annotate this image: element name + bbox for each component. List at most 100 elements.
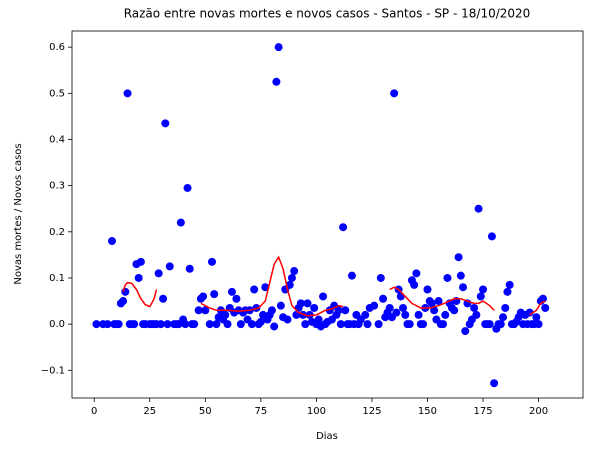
data-point: [283, 315, 292, 324]
data-point: [134, 273, 143, 282]
y-tick-label: 0.0: [49, 319, 65, 330]
data-point: [399, 303, 408, 312]
y-tick-label: 0.2: [49, 227, 65, 238]
data-point: [392, 308, 401, 317]
data-point: [525, 308, 534, 317]
data-point: [385, 303, 394, 312]
data-point: [121, 287, 130, 296]
data-point: [474, 204, 483, 213]
data-point: [534, 320, 543, 329]
data-point: [303, 299, 312, 308]
data-point: [423, 285, 432, 294]
plot-frame: [71, 30, 584, 399]
data-point: [212, 320, 221, 329]
data-point: [476, 292, 485, 301]
data-point: [532, 313, 541, 322]
x-axis-label: Dias: [316, 431, 338, 442]
data-point: [274, 43, 283, 52]
data-point: [405, 320, 414, 329]
data-point: [456, 271, 465, 280]
data-point: [501, 303, 510, 312]
data-point: [339, 223, 348, 232]
data-point: [159, 294, 168, 303]
data-point: [176, 218, 185, 227]
y-tick-label: 0.5: [49, 88, 65, 99]
data-point: [396, 292, 405, 301]
data-point: [347, 271, 356, 280]
data-point: [363, 320, 372, 329]
data-point: [401, 310, 410, 319]
data-point: [205, 320, 214, 329]
data-point: [310, 303, 319, 312]
data-point: [390, 89, 399, 98]
data-point: [190, 320, 199, 329]
data-point: [470, 303, 479, 312]
data-point: [181, 320, 190, 329]
data-point: [136, 257, 145, 266]
data-point: [185, 264, 194, 273]
data-point: [270, 322, 279, 331]
data-point: [210, 290, 219, 299]
data-point: [505, 280, 514, 289]
data-point: [276, 301, 285, 310]
data-point: [201, 306, 210, 315]
data-point: [301, 320, 310, 329]
data-point: [485, 320, 494, 329]
data-point: [119, 297, 128, 306]
data-point: [236, 320, 245, 329]
data-point: [114, 320, 123, 329]
data-point: [156, 320, 165, 329]
x-tick-label: 175: [473, 406, 492, 417]
x-tick-label: 200: [529, 406, 548, 417]
x-tick-label: 50: [199, 406, 212, 417]
y-tick-label: 0.6: [49, 42, 65, 53]
data-point: [412, 269, 421, 278]
x-tick-label: 0: [91, 406, 97, 417]
x-tick-label: 100: [307, 406, 326, 417]
data-point: [374, 320, 383, 329]
data-point: [194, 306, 203, 315]
data-point: [361, 310, 370, 319]
data-point: [334, 306, 343, 315]
data-point: [296, 299, 305, 308]
data-point: [267, 306, 276, 315]
data-point: [430, 306, 439, 315]
data-point: [221, 310, 230, 319]
data-point: [261, 283, 270, 292]
data-point: [376, 273, 385, 282]
data-point: [454, 253, 463, 262]
data-point: [103, 320, 112, 329]
data-point: [272, 77, 281, 86]
data-point: [487, 232, 496, 241]
data-point: [250, 285, 259, 294]
data-point: [439, 320, 448, 329]
data-point: [414, 310, 423, 319]
data-point: [287, 273, 296, 282]
data-point: [427, 299, 436, 308]
data-point: [285, 280, 294, 289]
data-point: [232, 294, 241, 303]
data-point: [130, 320, 139, 329]
data-point: [341, 306, 350, 315]
data-point: [443, 273, 452, 282]
data-point: [227, 287, 236, 296]
data-point: [161, 119, 170, 128]
data-point: [459, 283, 468, 292]
data-point: [441, 310, 450, 319]
data-point: [410, 280, 419, 289]
data-point: [499, 313, 508, 322]
data-point: [165, 262, 174, 271]
data-point: [154, 269, 163, 278]
y-tick-label: 0.4: [49, 134, 65, 145]
data-point: [92, 320, 101, 329]
x-tick-label: 125: [362, 406, 381, 417]
chart-title: Razão entre novas mortes e novos casos -…: [124, 7, 531, 21]
data-point: [163, 320, 172, 329]
y-tick-label: 0.3: [49, 181, 65, 192]
data-point: [336, 320, 345, 329]
data-point: [496, 320, 505, 329]
data-point: [370, 301, 379, 310]
data-point: [183, 183, 192, 192]
trend-line: [122, 255, 546, 317]
